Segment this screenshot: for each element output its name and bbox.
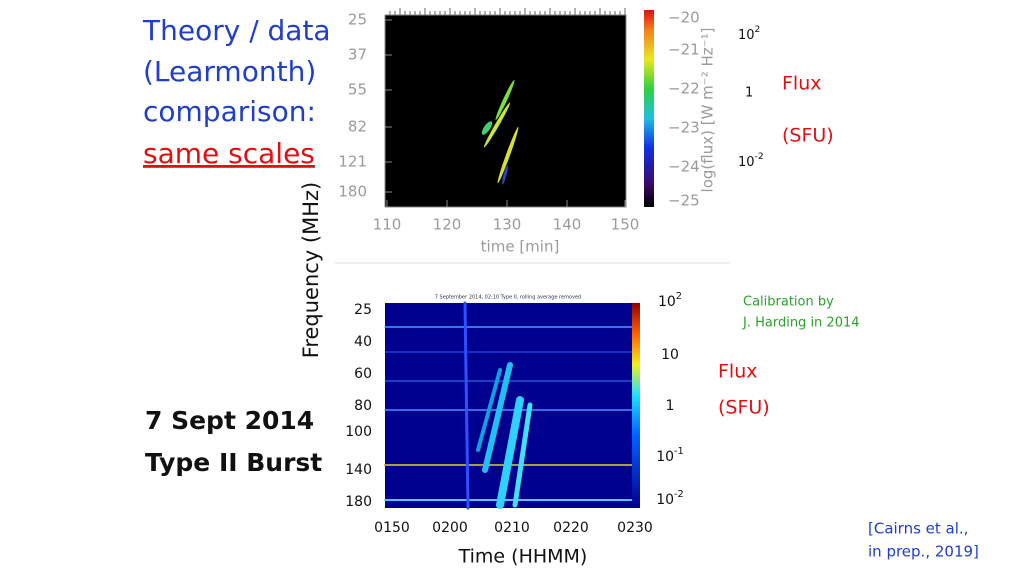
flux-tick-label: 10-2	[738, 152, 764, 170]
y-tick-label: 180	[338, 183, 367, 201]
title-line: same scales	[143, 137, 315, 170]
x-tick-label: 110	[373, 216, 402, 234]
colorbar-tick-label: 10	[661, 347, 679, 363]
x-tick-label: 130	[493, 216, 522, 234]
flux-tick-label: 102	[738, 25, 760, 43]
spectrogram-features	[384, 301, 633, 510]
y-tick-label: 180	[345, 494, 372, 510]
x-axis-label: Time (HHMM)	[458, 546, 588, 568]
flux-unit: (SFU)	[782, 125, 834, 147]
spectrogram-features	[481, 80, 519, 185]
y-tick-label: 40	[354, 334, 372, 350]
colorbar-tick-label: 1	[666, 398, 675, 414]
flux-unit: (SFU)	[718, 397, 770, 419]
flux-tick-label-exp: -2	[755, 152, 764, 162]
colorbar-label: log(flux) [W m⁻² Hz⁻¹]	[699, 28, 717, 193]
colorbar-tick-label-exp: -2	[674, 489, 684, 500]
colorbar	[644, 10, 654, 207]
x-tick-label: 0230	[617, 520, 653, 536]
colorbar-tick-label-exp: -1	[674, 446, 684, 457]
y-tick-label: 80	[354, 398, 372, 414]
y-tick-label: 37	[348, 46, 367, 64]
x-axis-label: time [min]	[481, 238, 560, 256]
y-tick-label: 60	[354, 366, 372, 382]
y-axis-label: Frequency (MHz)	[299, 182, 323, 358]
x-tick-label: 150	[611, 216, 640, 234]
y-tick-label: 55	[348, 81, 367, 99]
title-line: comparison:	[143, 95, 316, 128]
calibration-note: J. Harding in 2014	[742, 316, 860, 331]
flux-tick-label-base: 10	[738, 155, 755, 170]
y-tick-label: 82	[348, 118, 367, 136]
colorbar-tick-label: 10-1	[656, 446, 684, 465]
colorbar-tick-label-base: 10	[656, 449, 674, 465]
x-tick-label: 120	[433, 216, 462, 234]
colorbar-tick-label-exp: 2	[676, 291, 682, 302]
event-label: Type II Burst	[145, 448, 322, 477]
y-tick-label: 25	[354, 302, 372, 318]
flux-tick-label-base: 10	[738, 28, 755, 43]
flux-tick-label-exp: 2	[755, 25, 761, 35]
flux-label: Flux	[782, 73, 822, 95]
colorbar-tick-label: −24	[668, 158, 700, 176]
y-tick-label: 100	[345, 424, 372, 440]
title-line: Theory / data	[142, 14, 331, 47]
colorbar-tick-label-base: 10	[658, 294, 676, 310]
colorbar-tick-label: −25	[668, 192, 700, 210]
citation: [Cairns et al.,	[868, 520, 968, 538]
x-tick-label: 140	[553, 216, 582, 234]
calibration-note: Calibration by	[743, 295, 834, 310]
y-tick-label: 121	[338, 153, 367, 171]
y-tick-label: 25	[348, 11, 367, 29]
flux-tick-label: 1	[745, 86, 753, 101]
colorbar-tick-label: −20	[668, 9, 700, 27]
colorbar-tick-label-base: 10	[656, 492, 674, 508]
x-tick-label: 0220	[553, 520, 589, 536]
colorbar-tick-label: −23	[668, 119, 700, 137]
title-line: (Learmonth)	[143, 55, 316, 88]
citation: in prep., 2019]	[868, 543, 979, 561]
x-tick-label: 0200	[432, 520, 468, 536]
observation-plot	[384, 301, 640, 510]
x-tick-label: 0210	[494, 520, 530, 536]
x-tick-label: 0150	[374, 520, 410, 536]
y-tick-label: 140	[345, 462, 372, 478]
colorbar-tick-label: 10-2	[656, 489, 684, 508]
colorbar-tick-label: −21	[668, 41, 700, 59]
theory-plot	[335, 10, 730, 264]
colorbar-tick-label: −22	[668, 80, 700, 98]
colorbar-tick-label: 102	[658, 291, 682, 310]
plot-title: 7 September 2014, 02:10 Type II, rolling…	[435, 295, 581, 301]
flux-label: Flux	[718, 361, 758, 383]
colorbar	[632, 303, 640, 508]
event-label: 7 Sept 2014	[145, 406, 314, 435]
